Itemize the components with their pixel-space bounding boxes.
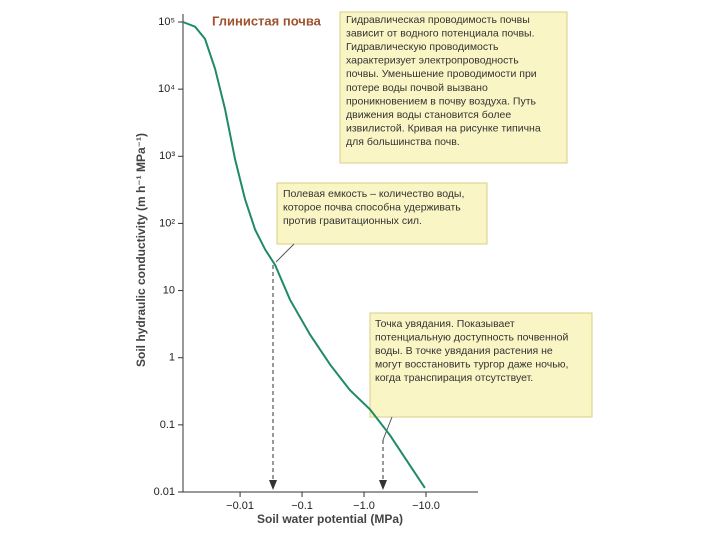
note-text: могут восстановить тургор даже ночью, [375,359,568,371]
x-tick-label: −10.0 [412,500,440,512]
note-text: почвы. Уменьшение проводимости при [346,68,537,80]
note-text: извилистой. Кривая на рисунке типична [346,123,541,135]
y-tick-label: 10⁴ [158,83,175,95]
leader-line [275,243,295,263]
note-box [276,182,488,245]
arrow-head [379,480,387,490]
note-text: для большинства почв. [346,136,460,148]
note-text: которое почва способна удерживать [283,201,461,213]
curve [182,21,426,489]
arrow-head [269,480,277,490]
leader-line [382,416,393,441]
chart-title: Глинистая почва [212,13,322,28]
note-text: когда транспирация отсутствует. [375,372,533,384]
note-text: против гравитационных сил. [283,215,422,227]
y-tick-label: 10³ [159,150,175,162]
y-tick-label: 0.1 [160,419,175,431]
note-text: Гидравлическую проводимость [346,41,499,53]
note-text: движения воды становится более [346,109,511,121]
x-tick-label: −1.0 [353,500,375,512]
note-box [369,312,593,418]
y-tick-label: 10² [159,217,175,229]
note-text: проникновением в почву воздуха. Путь [346,95,537,107]
x-tick-label: −0.1 [291,500,313,512]
note-box [339,11,568,164]
x-tick-label: −0.01 [226,500,254,512]
y-tick-label: 0.01 [154,486,175,498]
note-text: характеризует электропроводность [346,55,519,67]
y-axis-label: Soil hydraulic conductivity (m h⁻¹ MPa⁻¹… [134,133,148,367]
note-text: потенциальную доступность почвенной [375,331,568,343]
note-text: Гидравлическая проводимость почвы [346,14,530,26]
y-tick-label: 10⁵ [158,16,175,28]
note-text: воды. В точке увядания растения не [375,345,553,357]
note-text: Точка увядания. Показывает [375,318,515,330]
note-text: потере воды почвой вызвано [346,82,488,94]
x-axis-label: Soil water potential (MPa) [257,512,403,526]
note-text: Полевая емкость – количество воды, [283,188,464,200]
y-tick-label: 1 [169,352,175,364]
y-tick-label: 10 [163,284,175,296]
note-text: зависит от водного потенциала почвы. [346,27,535,39]
